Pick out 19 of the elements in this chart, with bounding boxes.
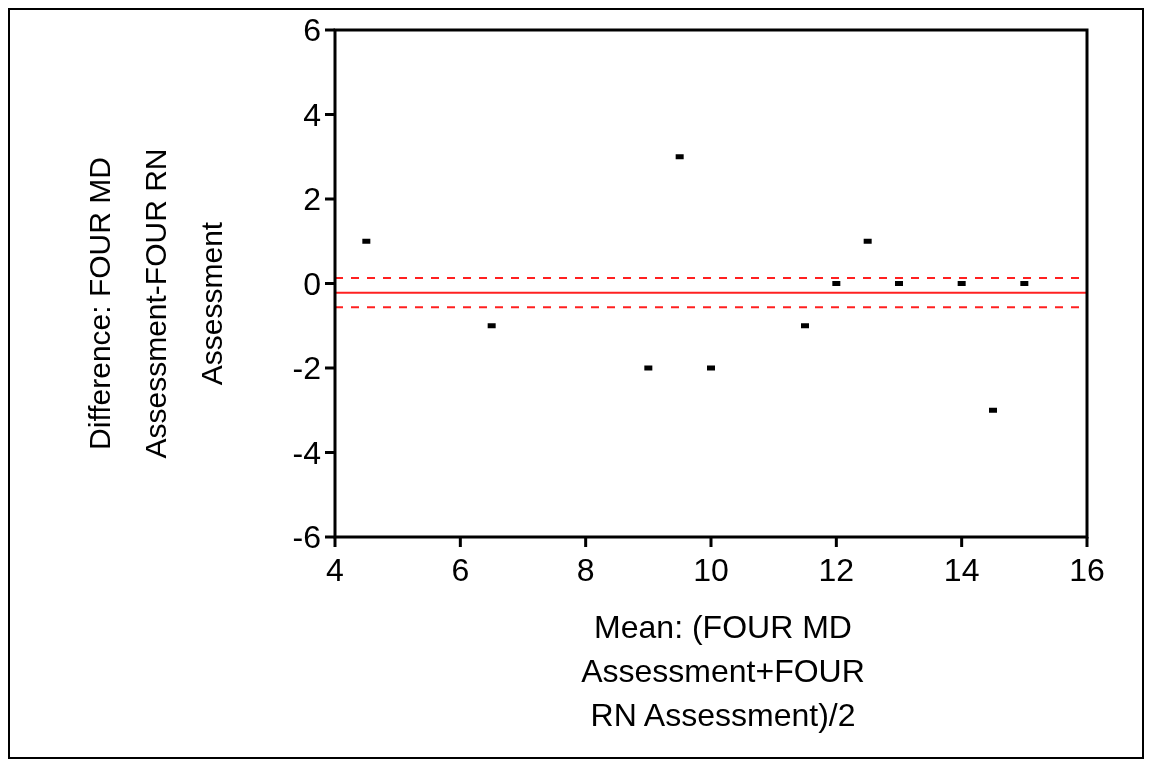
x-tick-label: 6 [451,552,470,588]
x-tick-label: 10 [693,552,729,588]
y-tick-label: -2 [292,350,321,387]
x-tick-label: 14 [943,552,980,588]
x-tick-label: 12 [818,552,855,588]
x-tick-label: 8 [576,552,595,588]
point [801,323,809,329]
y-tick-label: 0 [303,265,321,302]
y-tick-label: 2 [303,181,321,218]
y-tick-label: -6 [292,519,321,556]
point [707,365,715,371]
y-tick-label: 6 [303,12,321,49]
point [989,407,997,413]
x-tick-label: 16 [1069,552,1105,588]
y-axis-title: Difference: FOUR MD Assessment-FOUR RN Assessment [83,148,228,459]
x-tick-label: 4 [326,552,344,588]
x-axis-title: Mean: (FOUR MD Assessment+FOUR RN Assessment)/2 [581,609,865,733]
y-tick-label: -4 [292,434,321,471]
y-tick-label: 4 [303,96,321,133]
